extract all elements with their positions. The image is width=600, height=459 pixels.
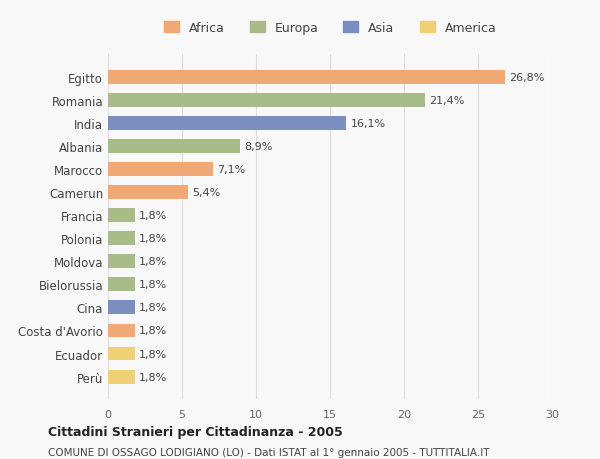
Text: 16,1%: 16,1% bbox=[351, 119, 386, 129]
Bar bbox=[108, 278, 134, 291]
Text: 1,8%: 1,8% bbox=[139, 303, 167, 313]
Bar bbox=[108, 140, 240, 154]
Text: 5,4%: 5,4% bbox=[193, 188, 221, 198]
Bar bbox=[108, 209, 134, 223]
Text: 1,8%: 1,8% bbox=[139, 326, 167, 336]
Bar bbox=[108, 186, 188, 200]
Text: COMUNE DI OSSAGO LODIGIANO (LO) - Dati ISTAT al 1° gennaio 2005 - TUTTITALIA.IT: COMUNE DI OSSAGO LODIGIANO (LO) - Dati I… bbox=[48, 447, 490, 457]
Bar bbox=[108, 71, 505, 84]
Text: 8,9%: 8,9% bbox=[244, 142, 272, 151]
Text: 1,8%: 1,8% bbox=[139, 349, 167, 359]
Bar bbox=[108, 255, 134, 269]
Legend: Africa, Europa, Asia, America: Africa, Europa, Asia, America bbox=[158, 17, 502, 39]
Text: 1,8%: 1,8% bbox=[139, 280, 167, 290]
Bar bbox=[108, 232, 134, 246]
Bar bbox=[108, 324, 134, 338]
Bar bbox=[108, 370, 134, 384]
Bar bbox=[108, 163, 213, 177]
Bar bbox=[108, 347, 134, 361]
Bar bbox=[108, 301, 134, 315]
Text: 1,8%: 1,8% bbox=[139, 372, 167, 382]
Text: 21,4%: 21,4% bbox=[429, 95, 464, 106]
Text: 1,8%: 1,8% bbox=[139, 257, 167, 267]
Text: 1,8%: 1,8% bbox=[139, 234, 167, 244]
Text: 26,8%: 26,8% bbox=[509, 73, 544, 83]
Text: Cittadini Stranieri per Cittadinanza - 2005: Cittadini Stranieri per Cittadinanza - 2… bbox=[48, 425, 343, 438]
Bar bbox=[108, 94, 425, 107]
Bar bbox=[108, 117, 346, 130]
Text: 1,8%: 1,8% bbox=[139, 211, 167, 221]
Text: 7,1%: 7,1% bbox=[218, 165, 246, 175]
